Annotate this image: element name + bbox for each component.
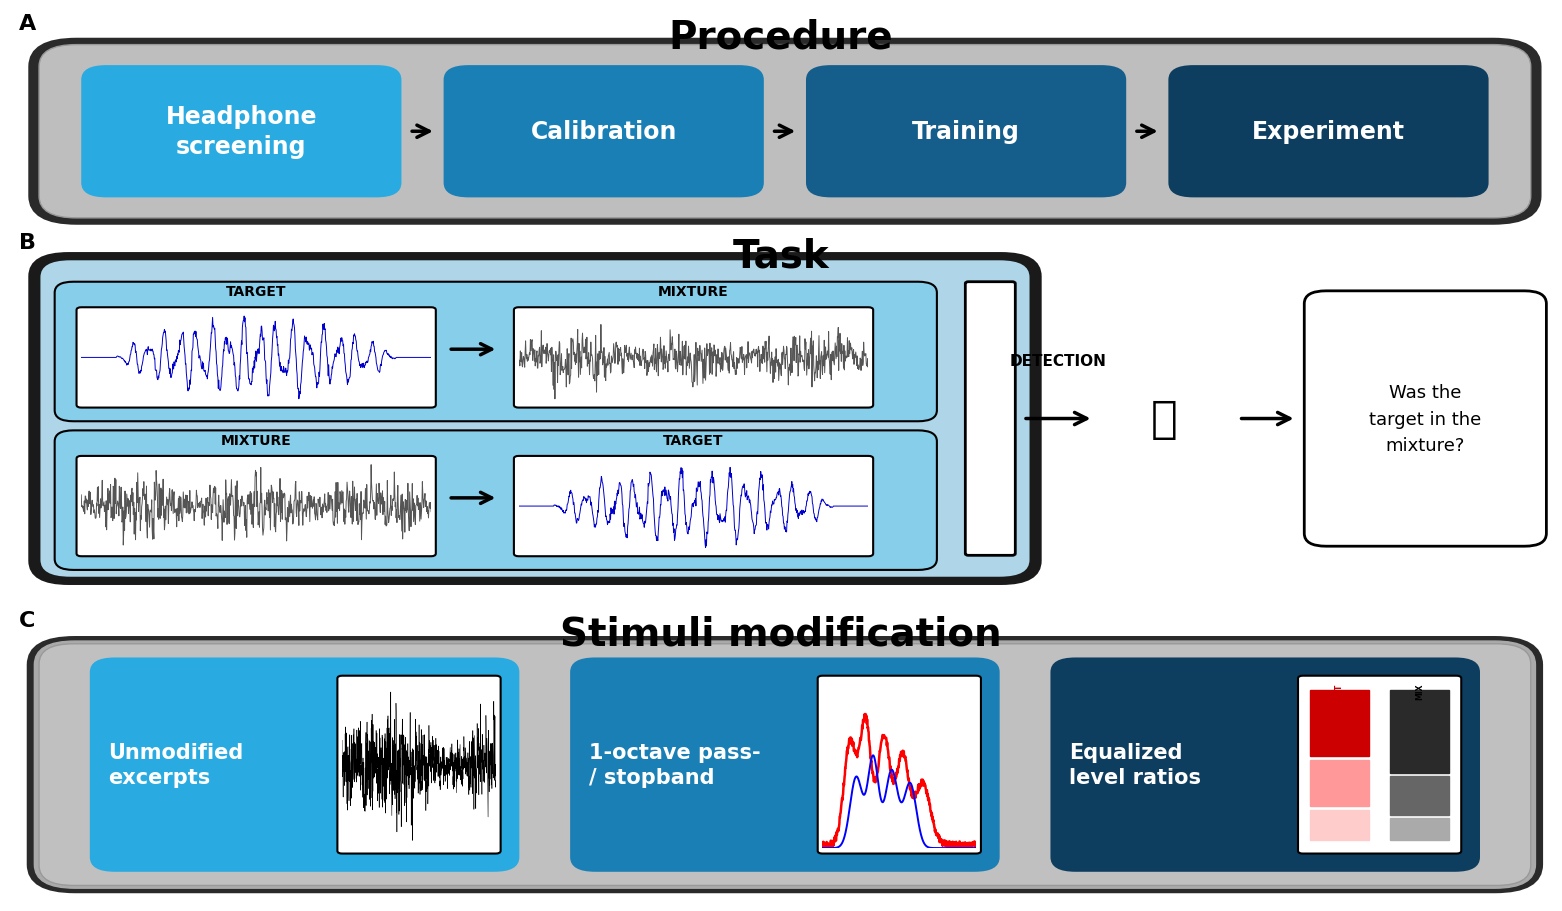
FancyBboxPatch shape	[514, 308, 873, 408]
Text: Procedure: Procedure	[669, 18, 893, 56]
Text: Was the
target in the
mixture?: Was the target in the mixture?	[1370, 384, 1481, 455]
FancyBboxPatch shape	[30, 40, 1540, 224]
FancyBboxPatch shape	[337, 676, 500, 854]
FancyBboxPatch shape	[39, 260, 1031, 578]
Text: MIX: MIX	[1415, 683, 1425, 700]
FancyBboxPatch shape	[39, 46, 1531, 219]
FancyBboxPatch shape	[39, 644, 1531, 885]
Bar	[1311, 760, 1368, 806]
FancyBboxPatch shape	[514, 456, 873, 557]
Bar	[1311, 810, 1368, 840]
FancyBboxPatch shape	[81, 67, 401, 199]
FancyBboxPatch shape	[1050, 658, 1481, 872]
FancyBboxPatch shape	[444, 67, 764, 199]
FancyBboxPatch shape	[1298, 676, 1462, 854]
FancyBboxPatch shape	[77, 456, 436, 557]
Text: Unmodified
excerpts: Unmodified excerpts	[108, 742, 244, 787]
Text: Task: Task	[733, 237, 829, 275]
FancyBboxPatch shape	[1168, 67, 1489, 199]
Text: Experiment: Experiment	[1253, 120, 1404, 144]
FancyBboxPatch shape	[818, 676, 981, 854]
Text: TARGET: TARGET	[664, 434, 723, 447]
FancyBboxPatch shape	[77, 308, 436, 408]
FancyBboxPatch shape	[30, 254, 1040, 584]
FancyBboxPatch shape	[965, 282, 1015, 556]
Text: B: B	[19, 232, 36, 252]
Text: TARGET: TARGET	[1336, 683, 1345, 716]
Text: Stimuli modification: Stimuli modification	[561, 615, 1001, 653]
FancyBboxPatch shape	[89, 658, 519, 872]
FancyBboxPatch shape	[55, 282, 937, 422]
Text: A: A	[19, 14, 36, 34]
Text: Calibration: Calibration	[531, 120, 676, 144]
FancyBboxPatch shape	[1304, 292, 1546, 547]
Text: Equalized
level ratios: Equalized level ratios	[1068, 742, 1201, 787]
FancyBboxPatch shape	[806, 67, 1126, 199]
Bar	[1390, 818, 1450, 840]
Text: Training: Training	[912, 120, 1020, 144]
Bar	[1390, 690, 1450, 773]
Bar	[1390, 776, 1450, 814]
Text: C: C	[19, 610, 34, 630]
FancyBboxPatch shape	[28, 638, 1542, 892]
Text: Headphone
screening: Headphone screening	[166, 106, 317, 159]
Text: MIXTURE: MIXTURE	[658, 285, 729, 299]
Text: TARGET: TARGET	[226, 285, 286, 299]
Bar	[1311, 690, 1368, 756]
Text: DETECTION: DETECTION	[1009, 354, 1107, 369]
FancyBboxPatch shape	[55, 431, 937, 570]
FancyBboxPatch shape	[34, 641, 1535, 888]
Text: 1-octave pass-
/ stopband: 1-octave pass- / stopband	[589, 742, 761, 787]
Text: MIXTURE: MIXTURE	[220, 434, 292, 447]
FancyBboxPatch shape	[570, 658, 1000, 872]
Text: 👂: 👂	[1150, 397, 1178, 441]
